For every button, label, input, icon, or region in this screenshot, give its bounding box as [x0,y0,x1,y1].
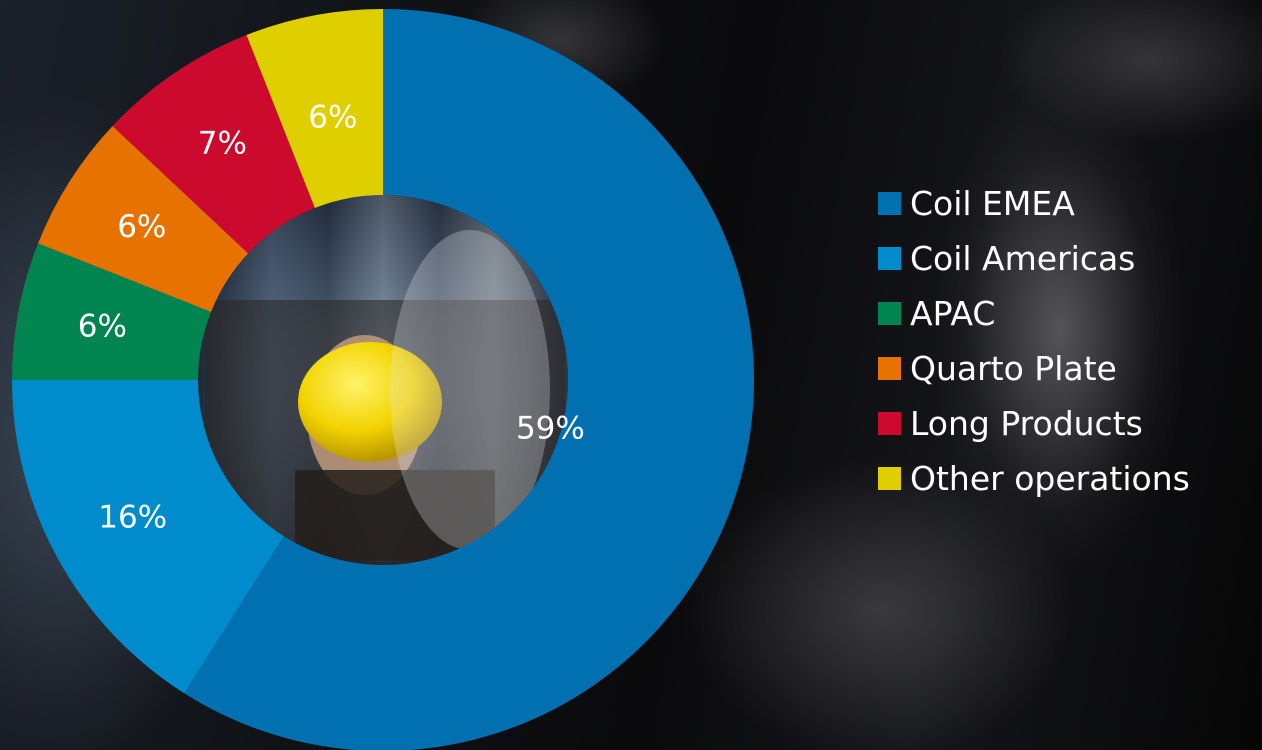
pie-slices [12,9,754,750]
legend-label-long-products: Long Products [910,404,1143,443]
legend-label-coil-americas: Coil Americas [910,239,1136,278]
slice-labels: 59% 16% 6% 6% 7% 6% [78,100,585,536]
legend-label-other-operations: Other operations [910,459,1190,498]
slice-label-other-operations: 6% [308,100,357,136]
slice-label-apac: 6% [78,309,127,345]
slice-coil-emea [184,9,754,750]
legend-item-quarto-plate: Quarto Plate [878,341,1190,396]
slice-label-quarto-plate: 6% [117,209,166,245]
legend-swatch-coil-americas [878,247,901,270]
legend-swatch-quarto-plate [878,357,901,380]
slice-label-coil-americas: 16% [98,500,167,536]
legend-label-coil-emea: Coil EMEA [910,184,1075,223]
slice-apac [12,243,211,380]
legend: Coil EMEA Coil Americas APAC Quarto Plate Lo… [878,176,1190,506]
legend-item-other-operations: Other operations [878,451,1190,506]
slice-long-products [112,35,315,254]
legend-swatch-apac [878,302,901,325]
legend-swatch-long-products [878,412,901,435]
legend-swatch-other-operations [878,467,901,490]
slice-label-coil-emea: 59% [516,411,585,447]
legend-label-quarto-plate: Quarto Plate [910,349,1117,388]
legend-label-apac: APAC [910,294,996,333]
legend-item-apac: APAC [878,286,1190,341]
legend-item-coil-emea: Coil EMEA [878,176,1190,231]
slice-label-long-products: 7% [198,126,247,162]
legend-swatch-coil-emea [878,192,901,215]
slice-coil-americas [12,380,284,694]
legend-item-coil-americas: Coil Americas [878,231,1190,286]
legend-item-long-products: Long Products [878,396,1190,451]
slice-other-operations [246,9,383,208]
slice-quarto-plate [38,126,249,312]
